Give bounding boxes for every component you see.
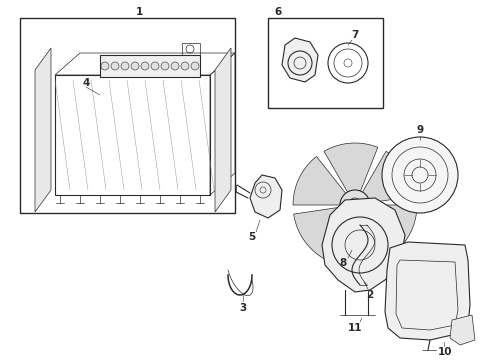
Circle shape [171,62,179,70]
Bar [20,18,235,213]
Text: 3: 3 [240,303,246,313]
Circle shape [141,62,149,70]
Circle shape [191,62,199,70]
Circle shape [151,62,159,70]
Circle shape [131,62,139,70]
Text: 7: 7 [351,30,359,40]
Text: 6: 6 [274,7,282,17]
Polygon shape [293,157,345,205]
Polygon shape [282,38,318,82]
Bar [268,18,383,108]
Circle shape [161,62,169,70]
Text: 1: 1 [135,7,143,17]
Polygon shape [385,242,470,340]
Bar [182,43,200,55]
Text: 10: 10 [438,347,452,357]
Polygon shape [450,315,475,345]
Text: 11: 11 [348,323,362,333]
Text: 4: 4 [82,78,90,88]
Circle shape [121,62,129,70]
Text: 9: 9 [416,125,423,135]
Polygon shape [35,48,51,212]
Circle shape [340,190,370,220]
Polygon shape [322,198,405,292]
Text: 2: 2 [367,290,373,300]
Circle shape [111,62,119,70]
Polygon shape [324,143,378,192]
Polygon shape [100,55,200,77]
Text: 8: 8 [340,258,346,268]
Polygon shape [332,218,386,267]
Text: 5: 5 [248,232,256,242]
Polygon shape [294,207,347,259]
Circle shape [101,62,109,70]
Polygon shape [250,175,282,218]
Circle shape [181,62,189,70]
Polygon shape [215,48,231,212]
Polygon shape [365,205,417,253]
Circle shape [382,137,458,213]
Polygon shape [363,151,416,203]
Bar [55,75,210,195]
